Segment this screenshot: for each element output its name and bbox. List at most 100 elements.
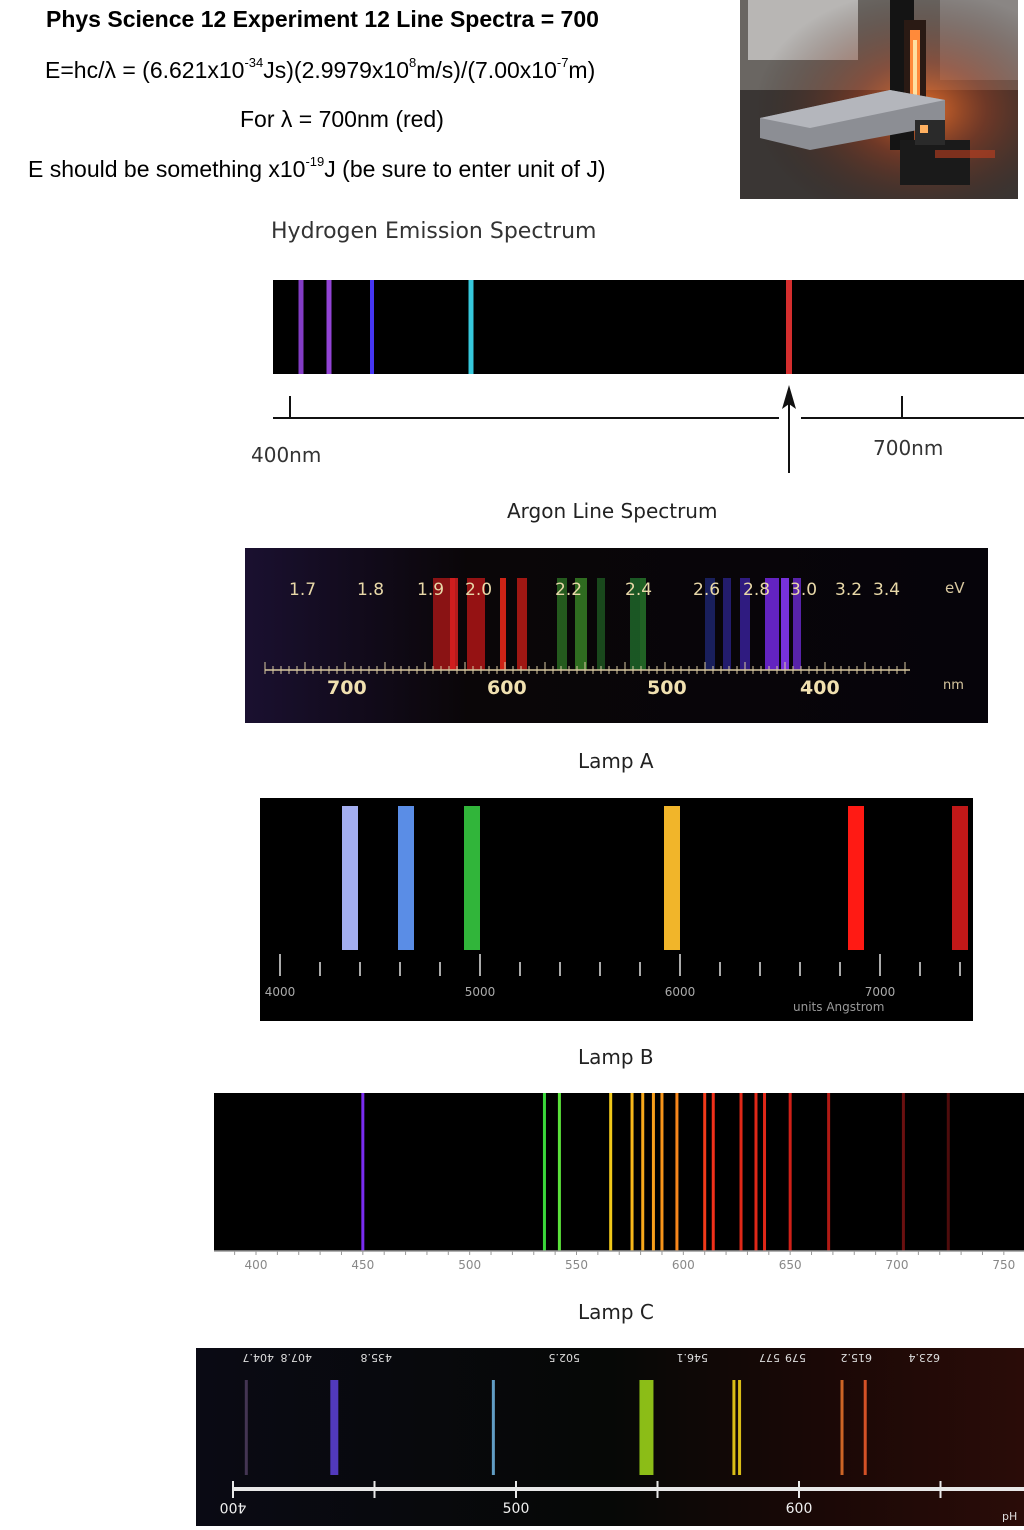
lamp-c-scale-ticks	[232, 1481, 942, 1498]
lamp-c-line	[863, 1380, 867, 1475]
scale-label: 400	[220, 1499, 247, 1515]
page-title: Phys Science 12 Experiment 12 Line Spect…	[46, 6, 599, 32]
lamp-b-line	[660, 1093, 664, 1251]
argon-line	[597, 578, 605, 670]
line-wavelength-label: 546.1	[677, 1351, 709, 1364]
lamp-c-line-labels: 404.7 407.8 435.8 502.5 546.1 577 579 615.2 623.…	[243, 1351, 941, 1364]
hydrogen-line	[326, 280, 332, 374]
line-wavelength-label: 615.2	[841, 1351, 873, 1364]
lamp-c-spectrum: 404.7 407.8 435.8 502.5 546.1 577 579 615.2 623.…	[196, 1348, 1024, 1526]
argon-line	[765, 578, 779, 670]
scale-label: 600	[786, 1501, 813, 1517]
lamp-c-line	[491, 1380, 495, 1475]
lamp-c-line	[738, 1380, 742, 1475]
ev-tick-label: 2.4	[625, 580, 652, 600]
lamp-a-line	[848, 806, 864, 950]
lamp-b-line	[542, 1093, 546, 1251]
nm-unit: nm	[943, 678, 964, 693]
argon-line	[450, 578, 458, 670]
line-wavelength-label: 404.7	[243, 1351, 275, 1364]
argon-line	[630, 578, 640, 670]
formula-exponent: -34	[244, 55, 264, 70]
argon-line	[557, 578, 567, 670]
lamp-c-line	[330, 1380, 339, 1475]
lamp-b-line	[946, 1093, 950, 1251]
line-wavelength-label: 577	[759, 1351, 780, 1364]
argon-spectrum: 1.7 1.8 1.9 2.0 2.2 2.4 2.6 2.8 3.0 3.2 3.4 eV 700…	[245, 548, 988, 723]
scale-label: 4000	[265, 985, 296, 999]
lamp-c-lines	[244, 1380, 867, 1475]
ev-tick-label: 3.0	[790, 580, 817, 600]
line-wavelength-label: 502.5	[549, 1351, 581, 1364]
scale-label: 500	[503, 1501, 530, 1517]
lamp-c-caption: Lamp C	[578, 1300, 654, 1324]
lamp-c-line	[244, 1380, 248, 1475]
lamp-b-line	[703, 1093, 707, 1251]
lamp-a-line	[342, 806, 358, 950]
lamp-c-line	[732, 1380, 736, 1475]
lamp-b-scale-labels: 400 450 500 550 600 650 700 750	[245, 1258, 1016, 1272]
line-wavelength-label: 623.4	[909, 1351, 941, 1364]
scale-label: 650	[779, 1258, 802, 1272]
wavelength-note: For λ = 700nm (red)	[240, 106, 444, 132]
note-part: E should be something x10	[28, 156, 306, 182]
formula-exponent: 8	[409, 55, 417, 70]
lamp-a-line	[664, 806, 680, 950]
scale-label: 6000	[665, 985, 696, 999]
scale-label: 550	[565, 1258, 588, 1272]
lamp-b-line	[827, 1093, 831, 1251]
scale-label: 600	[672, 1258, 695, 1272]
argon-line	[575, 578, 587, 670]
lamp-b-line	[763, 1093, 767, 1251]
scale-label: 5000	[465, 985, 496, 999]
lamp-b-lines	[361, 1093, 950, 1251]
lamp-b-scale-ticks	[234, 1251, 1005, 1255]
formula-exponent: -7	[556, 55, 569, 70]
argon-line	[433, 578, 455, 670]
lamp-b-line	[675, 1093, 679, 1251]
ev-tick-label: 2.6	[693, 580, 720, 600]
nm-tick-label: 600	[487, 677, 527, 699]
scale-label: 450	[351, 1258, 374, 1272]
argon-ev-labels: 1.7 1.8 1.9 2.0 2.2 2.4 2.6 2.8 3.0 3.2 3.4	[289, 580, 900, 600]
ev-tick-label: 2.0	[465, 580, 492, 600]
lamp-b-line	[788, 1093, 792, 1251]
argon-nm-labels: 700 600 500 400	[327, 677, 840, 699]
scale-label: 7000	[865, 985, 896, 999]
hydrogen-line	[468, 280, 474, 374]
lamp-b-caption: Lamp B	[578, 1045, 654, 1069]
lamp-a-spectrum: 4000 5000 6000 7000 units Angstrom	[260, 798, 973, 1021]
lamp-b-line	[630, 1093, 634, 1251]
lamp-b-line	[641, 1093, 645, 1251]
argon-line	[500, 578, 506, 670]
argon-line	[793, 578, 801, 670]
lamp-b-line	[739, 1093, 743, 1251]
ev-tick-label: 3.4	[873, 580, 900, 600]
ev-tick-label: 1.8	[357, 580, 384, 600]
scale-label: 400	[245, 1258, 268, 1272]
hydrogen-line	[298, 280, 304, 374]
ev-unit: eV	[945, 579, 965, 597]
hydrogen-spectrum: 400nm 700nm	[251, 280, 1024, 473]
energy-formula: E=hc/λ = (6.621x10-34Js)(2.9979x108m/s)/…	[45, 55, 595, 84]
lamp-c-corner-label: pH	[1002, 1510, 1017, 1523]
ev-tick-label: 2.8	[743, 580, 770, 600]
ev-tick-label: 3.2	[835, 580, 862, 600]
note-part: J (be sure to enter unit of J)	[324, 156, 606, 182]
argon-lines	[433, 578, 801, 670]
energy-unit-note: E should be something x10-19J (be sure t…	[28, 154, 606, 183]
lamp-c-line	[639, 1380, 654, 1475]
argon-line	[781, 578, 789, 670]
lamp-b-line	[557, 1093, 561, 1251]
argon-line	[467, 578, 485, 670]
label-400nm: 400nm	[251, 443, 321, 467]
lamp-b-spectrum: 400 450 500 550 600 650 700 750	[214, 1093, 1024, 1272]
nm-tick-label: 700	[327, 677, 367, 699]
ev-tick-label: 2.2	[555, 580, 582, 600]
lamp-b-line	[361, 1093, 365, 1251]
lamp-a-scale-ticks	[279, 954, 961, 976]
lamp-b-line	[711, 1093, 715, 1251]
lamp-c-line	[840, 1380, 844, 1475]
formula-part: E=hc/λ = (6.621x10	[45, 57, 245, 83]
ev-tick-label: 1.7	[289, 580, 316, 600]
